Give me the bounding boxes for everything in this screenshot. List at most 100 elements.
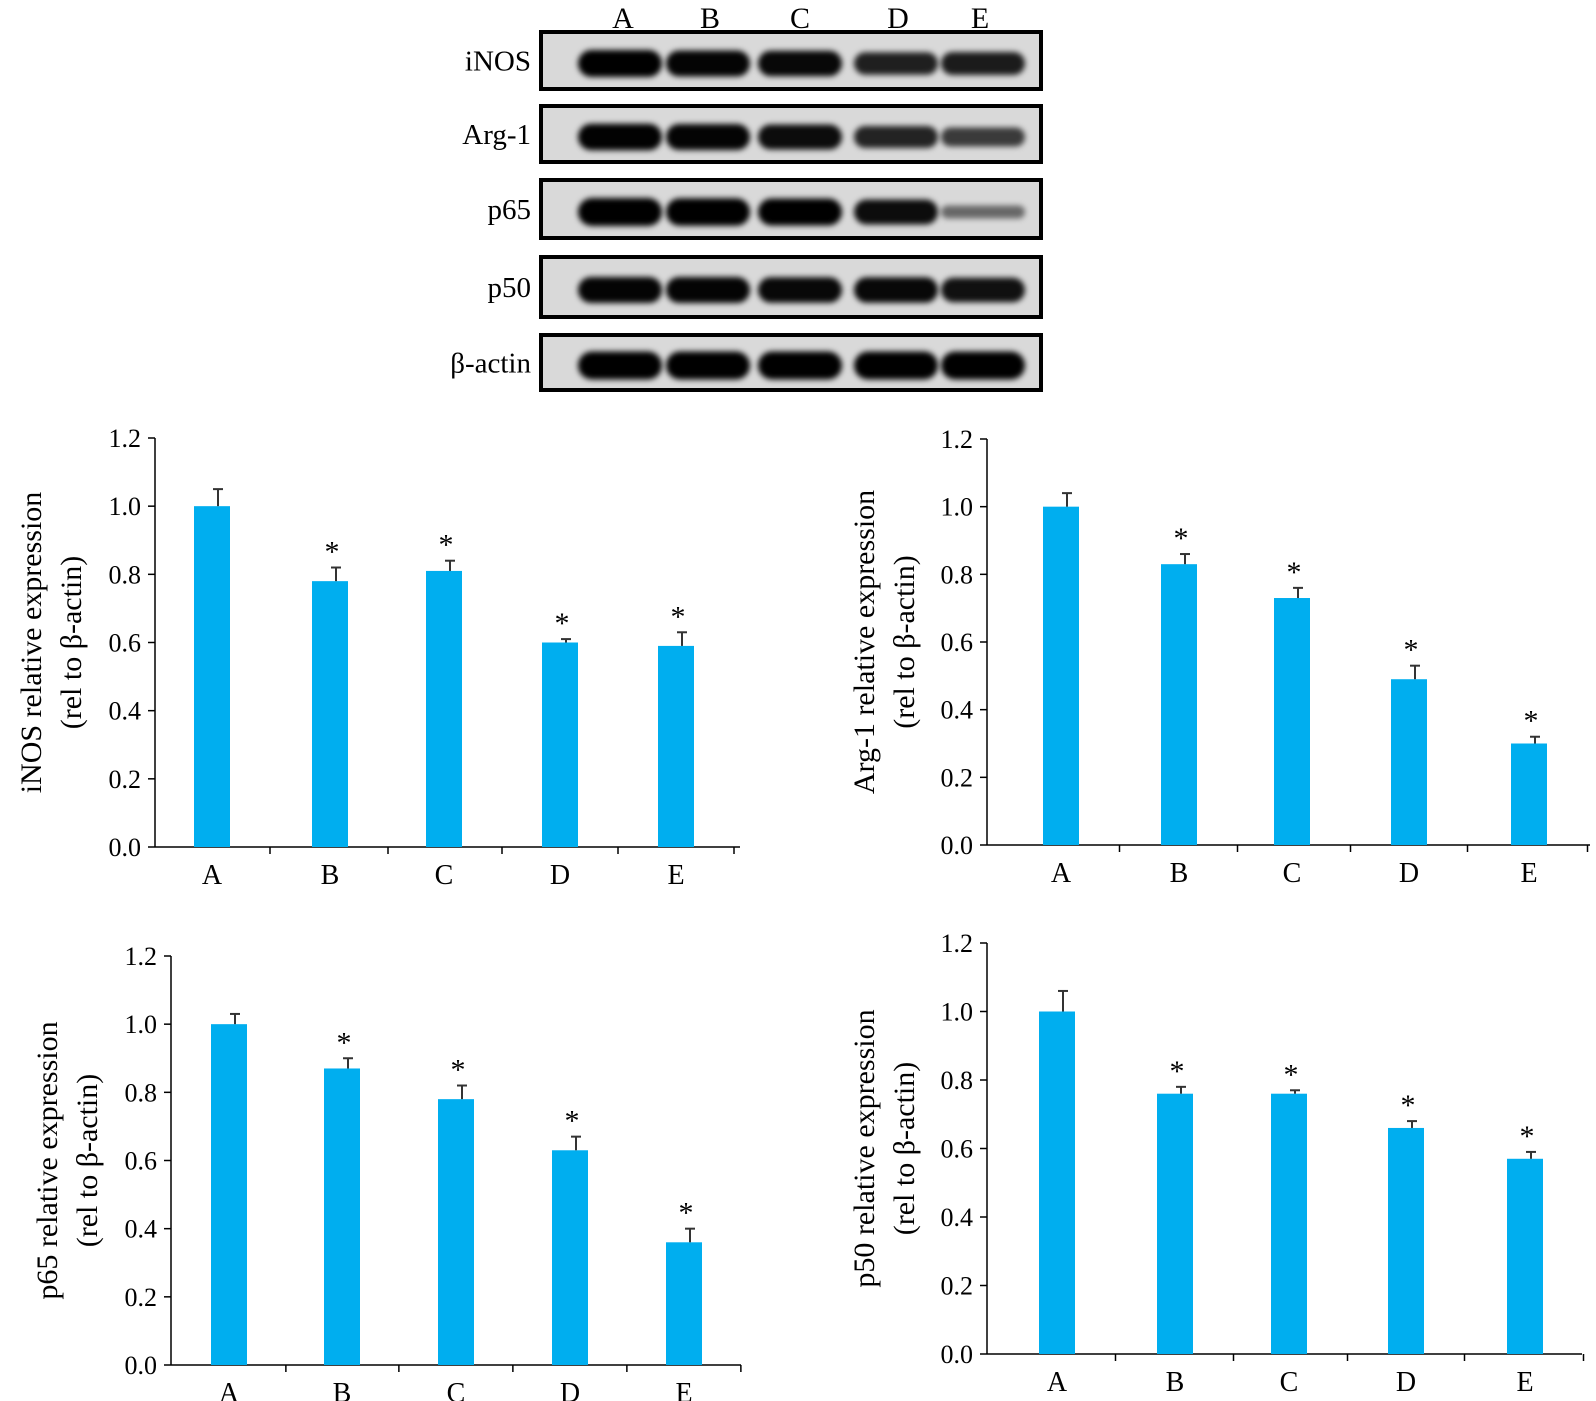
y-tick-label: 0.2 <box>125 1283 158 1312</box>
y-tick-label: 0.4 <box>941 696 974 725</box>
bar <box>1271 1093 1307 1354</box>
x-tick-label: B <box>1170 858 1189 889</box>
y-tick-label: 1.0 <box>125 1010 158 1039</box>
blot-row-label: p65 <box>488 194 532 226</box>
significance-marker: * <box>555 607 570 640</box>
blot-strip-border <box>539 255 1043 319</box>
y-axis-label-line2: (rel to β-actin) <box>55 556 88 730</box>
significance-marker: * <box>1287 556 1302 589</box>
bar <box>552 1150 588 1365</box>
lane-label-c: C <box>790 2 810 35</box>
bar <box>666 1242 702 1365</box>
blot-band <box>941 277 1025 303</box>
y-tick-label: 0.6 <box>941 1135 974 1164</box>
bar <box>1511 743 1547 845</box>
blot-band <box>578 351 662 380</box>
blot-band <box>666 351 750 380</box>
y-axis-label-line2: (rel to β-actin) <box>71 1074 104 1248</box>
y-tick-label: 0.0 <box>941 1340 974 1369</box>
y-axis-title: p50 relative expression (rel to β-actin) <box>848 1009 921 1287</box>
bar <box>1039 1011 1075 1354</box>
x-tick-label: C <box>1280 1367 1299 1398</box>
significance-marker: * <box>451 1054 466 1087</box>
x-tick-label: B <box>1166 1367 1185 1398</box>
bar <box>324 1068 360 1365</box>
bar <box>1388 1127 1424 1354</box>
y-tick-label: 0.0 <box>941 831 974 860</box>
blot-band <box>758 198 842 226</box>
x-tick-label: A <box>202 860 223 891</box>
y-tick-label: 0.4 <box>941 1203 974 1232</box>
bar <box>1157 1093 1193 1354</box>
y-tick-label: 0.6 <box>109 629 142 658</box>
blot-band <box>758 50 842 77</box>
blot-band <box>854 199 938 225</box>
blot-band <box>758 351 842 380</box>
x-tick-label: D <box>560 1378 580 1401</box>
bar <box>1507 1158 1543 1354</box>
bar <box>1391 679 1427 845</box>
x-tick-label: B <box>321 860 340 891</box>
x-tick-label: C <box>1283 858 1302 889</box>
y-tick-label: 0.0 <box>125 1351 158 1380</box>
blot-row-label: β-actin <box>450 348 531 380</box>
significance-marker: * <box>439 529 454 562</box>
y-tick-label: 0.8 <box>125 1078 158 1107</box>
y-tick-label: 0.4 <box>125 1215 158 1244</box>
y-tick-label: 1.2 <box>125 942 158 971</box>
blot-band <box>941 205 1025 219</box>
significance-marker: * <box>1170 1055 1185 1088</box>
x-tick-label: B <box>333 1378 352 1401</box>
significance-marker: * <box>679 1197 694 1230</box>
bar <box>542 642 578 847</box>
significance-marker: * <box>1401 1089 1416 1122</box>
blot-strip-border <box>539 104 1043 164</box>
lane-label-b: B <box>700 2 720 35</box>
blot-strip-border <box>539 333 1043 392</box>
x-tick-label: D <box>1396 1367 1416 1398</box>
x-tick-label: C <box>447 1378 466 1401</box>
blot-row-label: p50 <box>488 272 532 304</box>
y-tick-label: 1.2 <box>941 425 974 454</box>
y-tick-label: 0.2 <box>941 1272 974 1301</box>
blot-row-arg1: Arg-1 <box>462 104 1043 164</box>
y-axis-title: Arg-1 relative expression (rel to β-actin… <box>848 490 921 794</box>
x-tick-label: E <box>1516 1367 1533 1398</box>
y-tick-label: 1.0 <box>109 492 142 521</box>
blot-band <box>666 198 750 226</box>
significance-marker: * <box>337 1026 352 1059</box>
x-tick-label: E <box>667 860 684 891</box>
significance-marker: * <box>1404 634 1419 667</box>
significance-marker: * <box>565 1105 580 1138</box>
y-tick-label: 1.0 <box>941 493 974 522</box>
bar <box>1274 598 1310 845</box>
blot-band <box>578 50 662 77</box>
y-tick-label: 1.2 <box>941 929 974 958</box>
x-tick-label: D <box>1399 858 1419 889</box>
y-tick-label: 0.8 <box>941 560 974 589</box>
y-tick-label: 0.8 <box>941 1066 974 1095</box>
bar <box>1161 564 1197 845</box>
blot-band <box>854 351 938 380</box>
y-tick-label: 0.2 <box>109 765 142 794</box>
y-tick-label: 0.8 <box>109 560 142 589</box>
y-tick-label: 0.0 <box>109 833 142 862</box>
bar-chart-1: 0.0 0.2 0.4 0.6 0.8 1.0 1.2 A B C D E * * * * iNOS relat… <box>15 424 740 891</box>
y-tick-label: 0.6 <box>125 1147 158 1176</box>
blot-strip-border <box>539 30 1043 91</box>
x-tick-label: A <box>1051 858 1072 889</box>
lane-label-a: A <box>612 2 634 35</box>
blot-row-label: iNOS <box>465 46 531 78</box>
y-axis-label-line1: iNOS relative expression <box>15 492 48 794</box>
y-tick-label: 1.2 <box>109 424 142 453</box>
y-axis-label-line1: p50 relative expression <box>848 1009 881 1287</box>
y-tick-label: 0.6 <box>941 628 974 657</box>
blot-band <box>941 52 1025 75</box>
bar <box>312 581 348 847</box>
blot-band <box>758 124 842 150</box>
y-axis-title: iNOS relative expression (rel to β-actin) <box>15 492 88 794</box>
blot-band <box>854 52 938 75</box>
blot-band <box>666 277 750 303</box>
y-axis-label-line2: (rel to β-actin) <box>888 555 921 729</box>
